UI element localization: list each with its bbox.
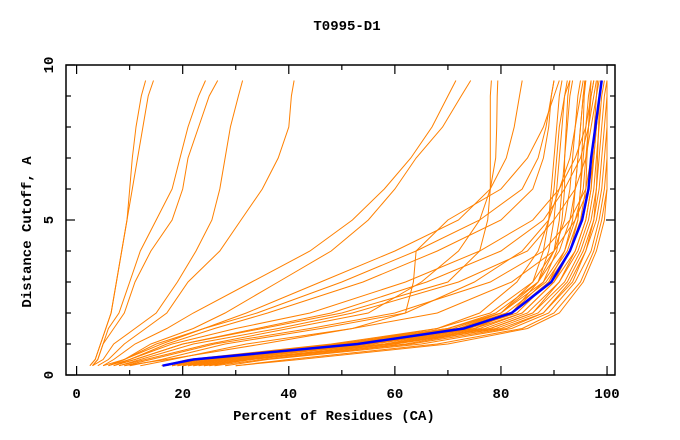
- model-curve-4: [92, 80, 244, 367]
- model-curve-13: [182, 80, 605, 367]
- model-curve-36: [113, 80, 597, 367]
- y-tick-label: 5: [42, 216, 58, 224]
- model-curve-29: [182, 80, 571, 367]
- x-axis-label: Percent of Residues (CA): [233, 409, 435, 425]
- y-tick-label: 0: [42, 371, 58, 379]
- model-curve-15: [209, 80, 608, 367]
- model-curve-9: [118, 80, 499, 367]
- highlight-curve: [162, 80, 603, 367]
- model-curve-26: [198, 80, 598, 367]
- model-curve-32: [235, 80, 608, 367]
- model-curve-5: [97, 80, 295, 367]
- x-tick-label: 40: [280, 387, 297, 403]
- y-tick-label: 10: [42, 57, 58, 74]
- model-curve-41: [108, 80, 555, 367]
- x-tick-label: 100: [594, 387, 619, 403]
- model-curve-7: [108, 80, 472, 367]
- model-curve-6: [102, 80, 457, 367]
- x-tick-label: 80: [493, 387, 510, 403]
- model-curve-39: [129, 80, 584, 367]
- model-curve-3: [92, 80, 206, 367]
- model-curve-33: [177, 80, 571, 367]
- model-curve-11: [102, 80, 523, 367]
- x-tick-label: 0: [72, 387, 80, 403]
- curves-layer: [89, 80, 608, 367]
- model-curve-34: [118, 80, 600, 367]
- model-curve-18: [187, 80, 592, 367]
- model-curve-31: [203, 80, 568, 367]
- model-curve-35: [108, 80, 595, 367]
- x-tick-label: 60: [386, 387, 403, 403]
- model-curve-1: [89, 80, 147, 367]
- model-curve-40: [113, 80, 555, 367]
- y-axis-label: Distance Cutoff, A: [20, 156, 36, 308]
- model-curve-37: [124, 80, 603, 367]
- x-tick-label: 20: [174, 387, 191, 403]
- model-curve-27: [214, 80, 602, 367]
- model-curve-0: [89, 80, 154, 367]
- axes-layer: 0 20 40 60 80 100 0 5 10: [42, 57, 620, 403]
- model-curve-12: [172, 80, 603, 367]
- chart-title: T0995-D1: [313, 19, 380, 35]
